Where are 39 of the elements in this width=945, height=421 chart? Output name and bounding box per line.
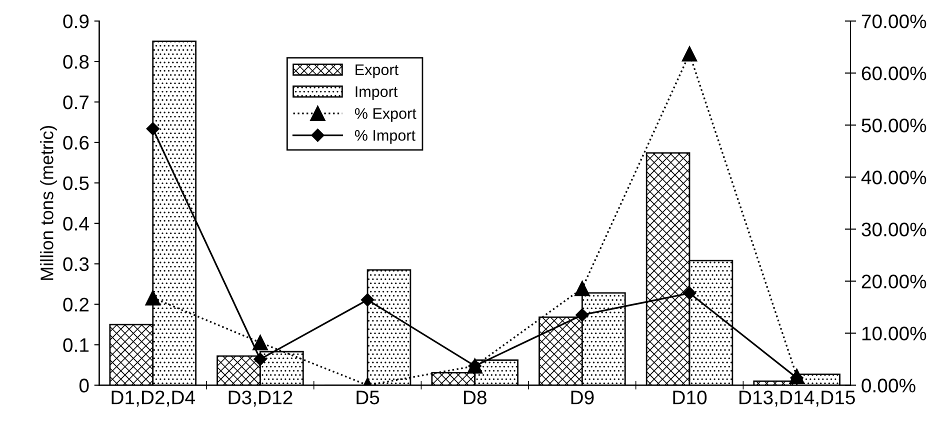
point (574, 280, 590, 296)
point (682, 46, 698, 62)
legend-label: % Export (354, 108, 416, 122)
point (360, 293, 374, 306)
x-tick-label: D8 (464, 390, 486, 404)
x-tick-label: D5 (356, 390, 380, 404)
y-tick-label: 0.7 (63, 95, 89, 110)
y2-tick-label: 40.00% (861, 170, 926, 184)
y2-tick-label: 0.00% (862, 378, 916, 392)
y2-tick-label: 30.00% (862, 222, 926, 236)
point (252, 334, 268, 350)
y2-tick-label: 20.00% (862, 274, 926, 288)
y-tick-label: 0.4 (63, 216, 89, 231)
y2-tick-label: 70.00% (862, 14, 926, 28)
y-tick-label: 0.9 (63, 14, 89, 28)
x-tick-label: D3,D12 (228, 390, 292, 407)
y-tick-label: 0.1 (63, 338, 89, 352)
legend-label: % Import (354, 130, 416, 144)
y2-tick-label: 50.00% (862, 118, 926, 132)
y-axis-title: Million tons (metric) (40, 126, 57, 280)
y-tick-label: 0.5 (63, 176, 89, 190)
point (682, 286, 696, 300)
x-tick-label: D13,D14,D15 (740, 390, 855, 407)
y2-tick-label: 60.00% (862, 66, 926, 80)
legend-label: Import (356, 86, 398, 100)
y-tick-label: 0.3 (63, 257, 89, 272)
y-tick-label: 0.8 (63, 54, 89, 69)
x-tick-label: D9 (571, 390, 594, 404)
y-tick-label: 0.2 (63, 298, 89, 312)
point (145, 290, 161, 306)
y-tick-label: 0.6 (63, 136, 89, 150)
point (146, 122, 160, 136)
x-tick-label: D10 (673, 390, 707, 404)
point (254, 352, 267, 366)
legend-label: Export (356, 64, 398, 78)
y2-tick-label: 10.00% (862, 326, 926, 340)
point (576, 308, 589, 322)
y-tick-label: 0 (79, 378, 89, 392)
x-tick-label: D1,D2,D4 (112, 390, 196, 407)
